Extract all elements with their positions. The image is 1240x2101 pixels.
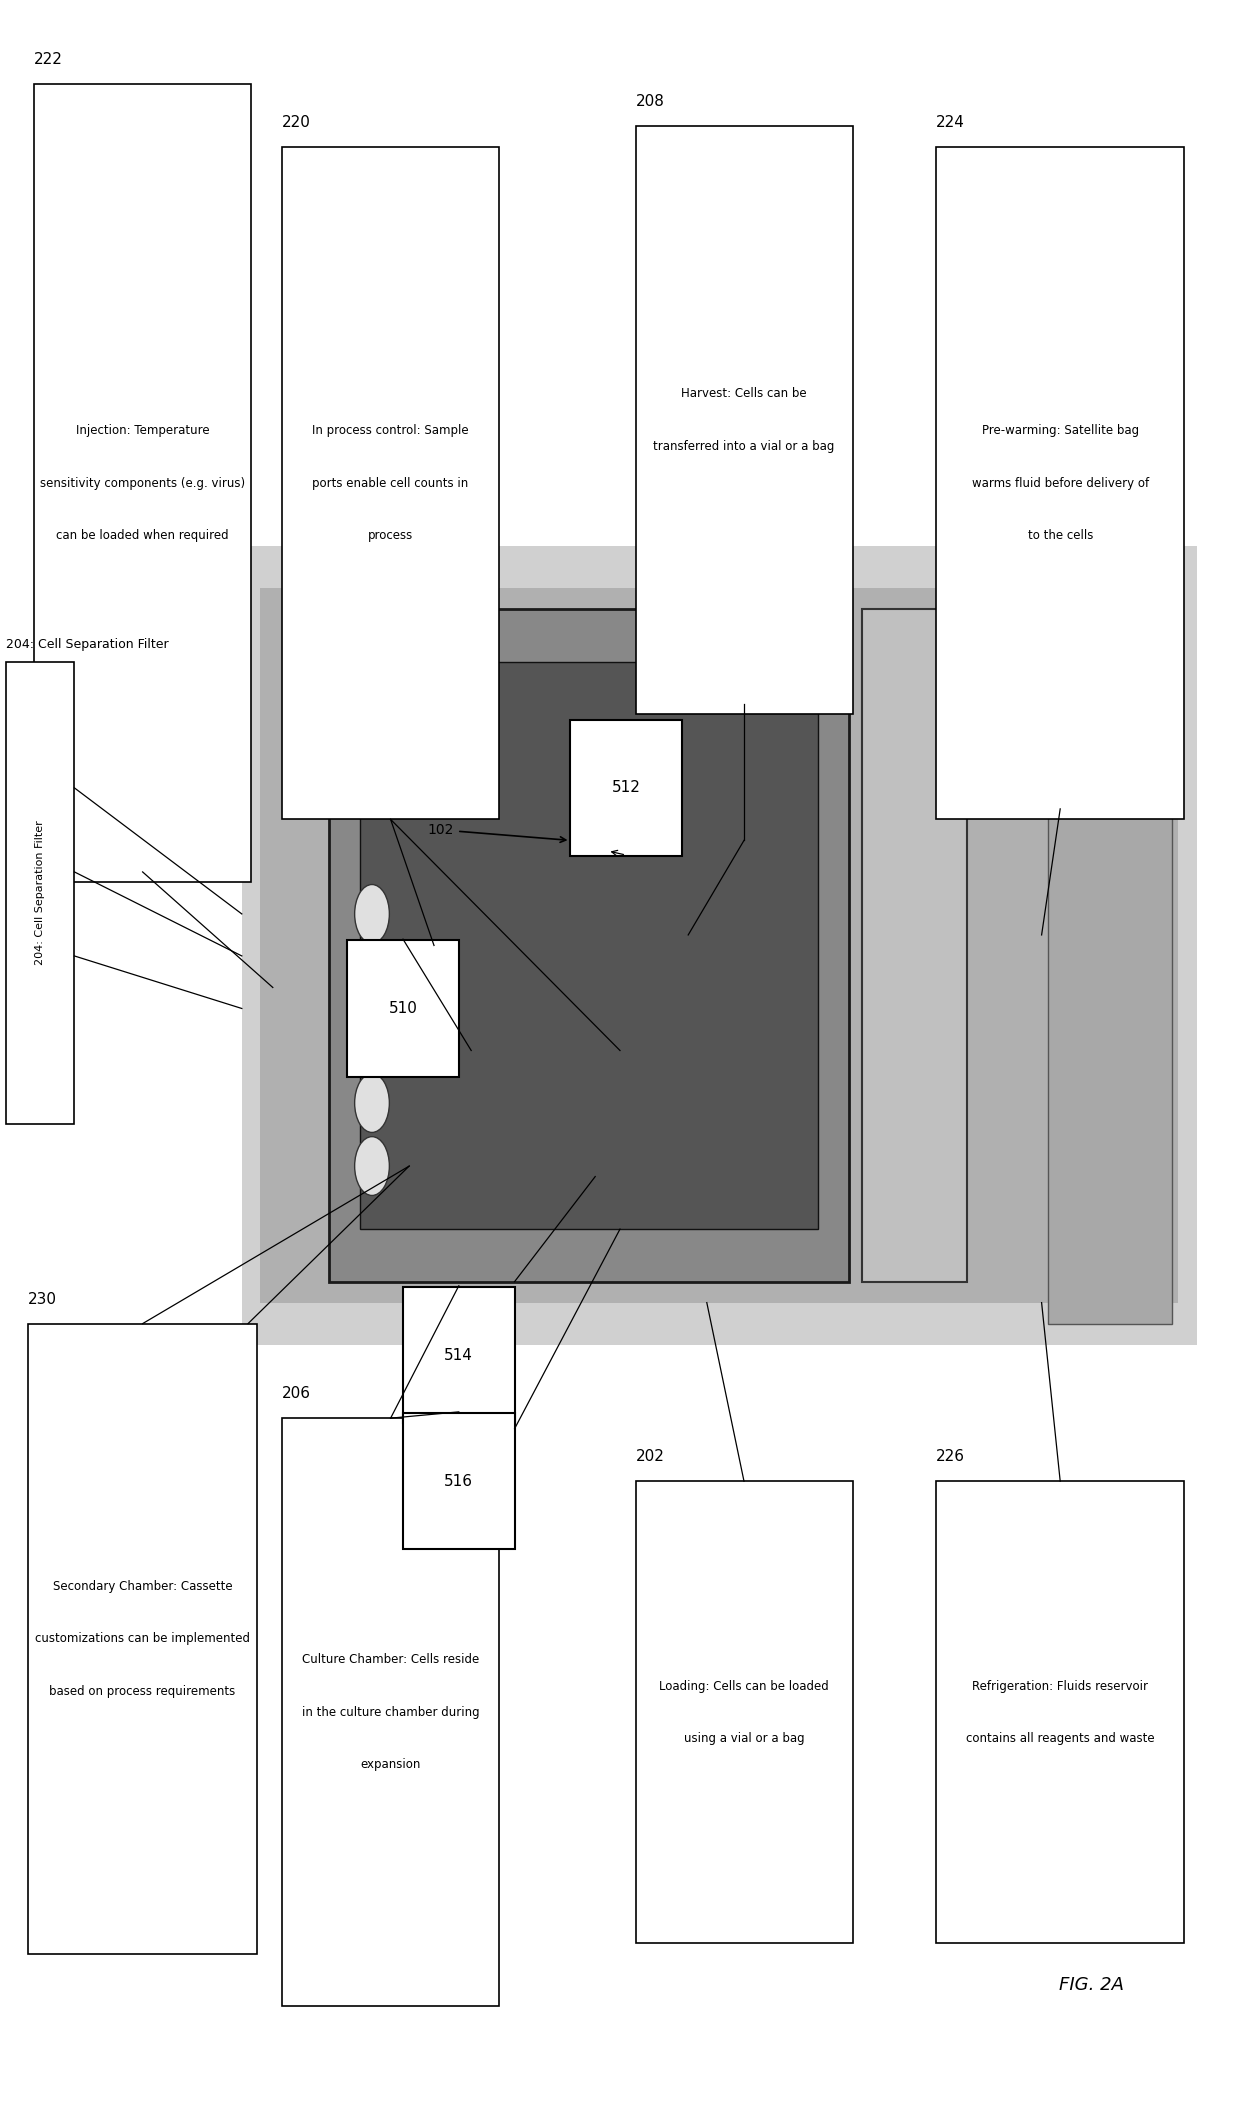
Text: transferred into a vial or a bag: transferred into a vial or a bag (653, 439, 835, 454)
Text: 230: 230 (29, 1292, 57, 1307)
Text: 202: 202 (635, 1450, 665, 1464)
Text: Injection: Temperature: Injection: Temperature (76, 424, 210, 437)
Text: contains all reagents and waste: contains all reagents and waste (966, 1731, 1154, 1746)
Text: Culture Chamber: Cells reside: Culture Chamber: Cells reside (303, 1653, 479, 1666)
Text: 220: 220 (283, 116, 311, 130)
Text: warms fluid before delivery of: warms fluid before delivery of (972, 477, 1148, 490)
FancyBboxPatch shape (570, 719, 682, 857)
Text: to the cells: to the cells (1028, 529, 1092, 542)
Circle shape (355, 885, 389, 943)
FancyBboxPatch shape (635, 126, 853, 714)
Circle shape (355, 1137, 389, 1195)
Text: 514: 514 (444, 1347, 474, 1364)
Text: 510: 510 (388, 1000, 418, 1017)
Text: based on process requirements: based on process requirements (50, 1685, 236, 1698)
Text: 516: 516 (444, 1473, 474, 1490)
FancyBboxPatch shape (635, 1481, 853, 1943)
Text: Harvest: Cells can be: Harvest: Cells can be (681, 387, 807, 401)
FancyBboxPatch shape (403, 1286, 515, 1424)
FancyBboxPatch shape (936, 1481, 1184, 1943)
Circle shape (355, 1011, 389, 1069)
FancyBboxPatch shape (862, 609, 967, 1282)
FancyBboxPatch shape (260, 588, 1178, 1303)
Text: Loading: Cells can be loaded: Loading: Cells can be loaded (660, 1679, 828, 1693)
FancyBboxPatch shape (360, 662, 818, 1229)
Text: in the culture chamber during: in the culture chamber during (301, 1706, 480, 1719)
Text: expansion: expansion (361, 1759, 420, 1771)
Text: 204: Cell Separation Filter: 204: Cell Separation Filter (6, 639, 169, 651)
Text: ports enable cell counts in: ports enable cell counts in (312, 477, 469, 490)
Text: 102: 102 (428, 824, 565, 843)
Text: can be loaded when required: can be loaded when required (56, 529, 229, 542)
FancyBboxPatch shape (29, 1324, 258, 1954)
Text: Secondary Chamber: Cassette: Secondary Chamber: Cassette (53, 1580, 232, 1593)
FancyBboxPatch shape (283, 147, 498, 819)
Text: In process control: Sample: In process control: Sample (312, 424, 469, 437)
FancyBboxPatch shape (242, 546, 1197, 1345)
FancyBboxPatch shape (936, 147, 1184, 819)
FancyBboxPatch shape (1048, 567, 1172, 1324)
Text: Refrigeration: Fluids reservoir: Refrigeration: Fluids reservoir (972, 1679, 1148, 1693)
FancyBboxPatch shape (35, 84, 250, 882)
Text: 206: 206 (283, 1387, 311, 1401)
Text: 208: 208 (635, 95, 665, 109)
FancyBboxPatch shape (403, 1414, 515, 1551)
Text: 222: 222 (35, 53, 63, 67)
FancyBboxPatch shape (347, 941, 459, 1076)
Text: 224: 224 (936, 116, 965, 130)
Text: Pre-warming: Satellite bag: Pre-warming: Satellite bag (982, 424, 1138, 437)
Text: sensitivity components (e.g. virus): sensitivity components (e.g. virus) (40, 477, 246, 490)
Circle shape (355, 948, 389, 1006)
Circle shape (355, 1074, 389, 1132)
Text: 512: 512 (611, 779, 641, 796)
Text: FIG. 2A: FIG. 2A (1059, 1977, 1123, 1994)
Text: customizations can be implemented: customizations can be implemented (35, 1632, 250, 1645)
Text: 204: Cell Separation Filter: 204: Cell Separation Filter (35, 821, 45, 964)
FancyBboxPatch shape (329, 609, 849, 1282)
Text: 226: 226 (936, 1450, 965, 1464)
Text: process: process (368, 529, 413, 542)
Text: using a vial or a bag: using a vial or a bag (683, 1731, 805, 1746)
FancyBboxPatch shape (283, 1418, 498, 2006)
FancyBboxPatch shape (6, 662, 74, 1124)
